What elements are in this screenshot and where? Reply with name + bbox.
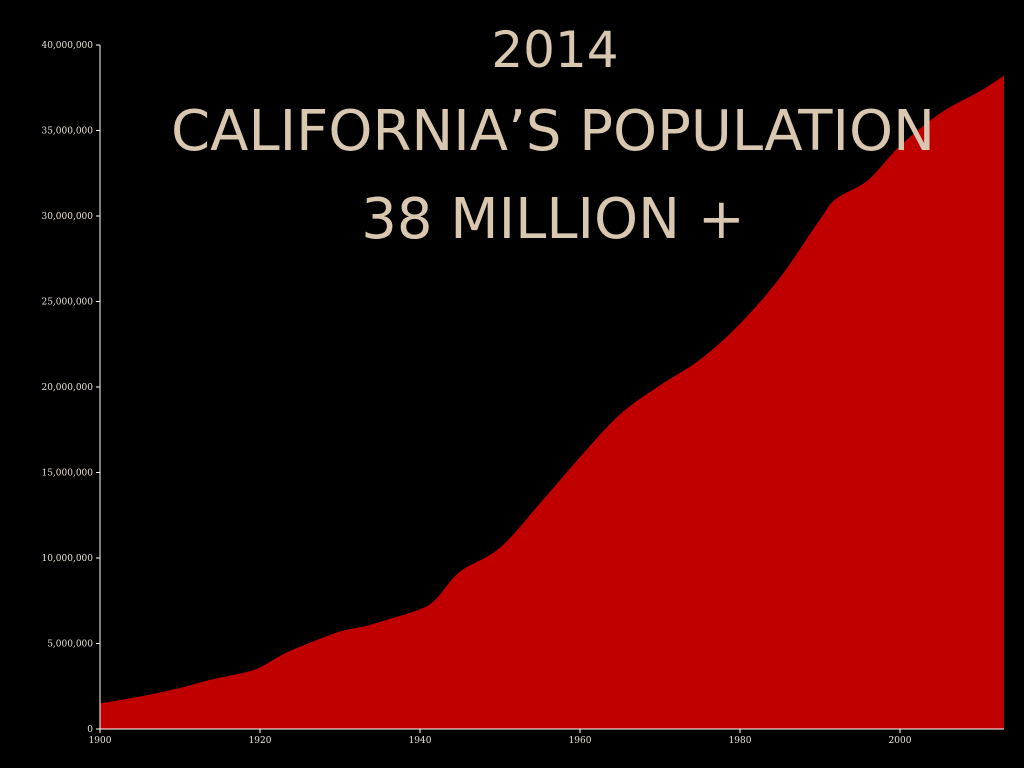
y-tick-label: 40,000,000 (41, 41, 93, 51)
x-tick-label: 1900 (89, 736, 112, 746)
title-line-heading: CALIFORNIA’S POPULATION (171, 99, 935, 164)
title-line-year: 2014 (491, 21, 618, 79)
y-tick-label: 0 (87, 725, 93, 735)
y-tick-label: 15,000,000 (41, 469, 93, 479)
y-tick-label: 35,000,000 (41, 127, 93, 137)
axis-layer: 0 5,000,000 10,000,000 15,000,000 20,000,000… (41, 41, 1004, 746)
y-tick-label: 25,000,000 (41, 298, 93, 308)
y-tick-label: 10,000,000 (41, 554, 93, 564)
population-area (100, 75, 1004, 729)
x-tick-label: 1960 (569, 736, 592, 746)
area-layer (100, 75, 1004, 729)
y-tick-label: 5,000,000 (47, 640, 93, 650)
y-tick-label: 20,000,000 (41, 383, 93, 393)
x-tick-label: 1980 (729, 736, 752, 746)
x-tick-label: 1940 (409, 736, 432, 746)
x-tick-label: 1920 (249, 736, 272, 746)
y-tick-label: 30,000,000 (41, 212, 93, 222)
title-line-figure: 38 MILLION + (361, 187, 745, 252)
x-tick-label: 2000 (889, 736, 912, 746)
chart-title: 2014 CALIFORNIA’S POPULATION 38 MILLION … (171, 21, 935, 252)
